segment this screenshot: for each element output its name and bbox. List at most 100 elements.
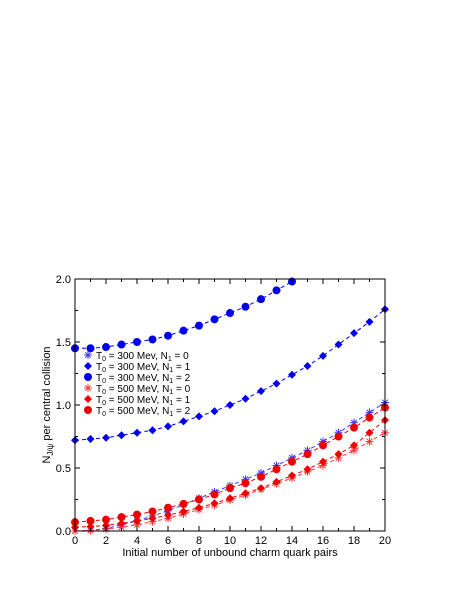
data-point <box>133 338 141 346</box>
data-point <box>303 465 312 474</box>
y-axis-title-sub: J/ψ <box>46 443 55 455</box>
legend-marker <box>84 384 92 392</box>
x-tick-label: 18 <box>348 535 360 547</box>
legend-label-part: = 1 <box>173 362 190 373</box>
data-point <box>86 435 95 444</box>
y-axis-title-rest: per central collision <box>41 346 53 443</box>
legend-label-part: = 1 <box>173 395 190 406</box>
data-point <box>164 511 172 520</box>
data-point <box>179 499 188 508</box>
series-2 <box>71 277 296 353</box>
legend-item: T0 = 500 MeV, N1 = 0 <box>84 384 191 396</box>
data-point <box>334 340 343 349</box>
data-point <box>195 412 203 421</box>
data-point <box>117 513 126 522</box>
data-point <box>133 428 141 437</box>
data-point <box>303 361 312 370</box>
legend-label-part: = 0 <box>172 351 189 362</box>
legend-label-part: = 500 MeV, N <box>106 395 169 406</box>
data-point <box>241 394 250 403</box>
legend-label: T0 = 300 MeV, N1 = 2 <box>96 373 191 385</box>
data-point <box>272 286 281 295</box>
data-point <box>102 521 110 530</box>
data-point <box>102 515 110 524</box>
data-point <box>350 423 358 432</box>
y-axis-title-main: N <box>41 456 53 464</box>
series-line <box>74 308 386 441</box>
data-point <box>257 295 265 304</box>
y-tick-label: 1.5 <box>56 337 71 349</box>
data-point <box>288 471 296 480</box>
data-point <box>257 484 265 493</box>
legend-label-part: = 300 MeV, N <box>106 373 169 384</box>
legend-label-part: 0 <box>102 356 106 363</box>
y-tick-label: 2.0 <box>56 274 71 286</box>
x-tick-label: 16 <box>317 535 329 547</box>
legend-label-part: = 300 MeV, N <box>106 362 169 373</box>
series-line <box>75 281 293 349</box>
data-point <box>195 321 203 330</box>
data-point <box>164 331 172 340</box>
data-point <box>226 494 234 503</box>
data-point <box>195 503 203 512</box>
data-point <box>288 370 296 379</box>
data-point <box>133 516 141 525</box>
data-point <box>272 465 281 474</box>
data-point <box>288 457 296 466</box>
series-5 <box>71 403 389 527</box>
data-point <box>334 450 343 459</box>
data-point <box>365 413 374 422</box>
data-point <box>210 407 219 416</box>
data-point <box>86 522 95 531</box>
legend-label-part: 0 <box>102 367 106 374</box>
y-axis-title: NJ/ψ per central collision <box>41 346 55 463</box>
legend-item: T0 = 300 Mev, N1 = 0 <box>84 351 189 363</box>
series-line <box>74 419 386 528</box>
data-point <box>117 340 126 349</box>
legend-label-part: 0 <box>102 400 106 407</box>
data-point <box>210 490 219 499</box>
x-tick-label: 20 <box>379 535 391 547</box>
data-point <box>210 499 219 508</box>
series-4 <box>71 416 389 532</box>
legend-label-part: 0 <box>102 378 106 385</box>
data-point <box>102 343 110 352</box>
legend-item: T0 = 300 MeV, N1 = 1 <box>84 362 191 374</box>
data-point <box>241 479 250 488</box>
legend-label-part: 1 <box>169 400 173 407</box>
data-point <box>365 317 374 326</box>
legend-label: T0 = 300 Mev, N1 = 0 <box>96 351 189 363</box>
legend-label: T0 = 500 MeV, N1 = 2 <box>96 406 191 418</box>
legend-item: T0 = 300 MeV, N1 = 2 <box>84 373 191 385</box>
data-point <box>319 457 327 466</box>
data-point <box>257 472 265 481</box>
legend-marker <box>84 406 92 414</box>
legend-label-part: = 2 <box>173 373 190 384</box>
data-point <box>210 315 219 324</box>
legend-label: T0 = 500 MeV, N1 = 1 <box>96 395 191 407</box>
legend-label-part: = 0 <box>173 384 190 395</box>
data-point <box>179 326 188 335</box>
data-point <box>303 450 312 459</box>
data-point <box>148 514 157 523</box>
series-1 <box>71 305 389 445</box>
x-axis: 0 2 4 6 8 10 12 14 16 18 20 <box>72 279 391 547</box>
legend-label-part: 1 <box>169 411 173 418</box>
series-line <box>74 432 386 532</box>
data-point <box>226 401 234 409</box>
series-line <box>74 407 386 523</box>
data-point <box>148 335 157 344</box>
data-point <box>365 428 374 437</box>
legend-label-part: T <box>96 351 102 362</box>
plot-content <box>71 277 389 535</box>
data-point <box>350 329 358 338</box>
y-tick-label: 0.5 <box>56 463 71 475</box>
y-axis: 0.0 0.5 1.0 1.5 2.0 <box>56 274 385 538</box>
data-point <box>86 516 95 525</box>
legend-label-part: 1 <box>169 389 173 396</box>
legend-label-part: = 300 Mev, N <box>106 351 168 362</box>
legend-label-part: T <box>96 395 102 406</box>
x-tick-label: 6 <box>165 535 171 547</box>
data-point <box>117 519 126 528</box>
data-point <box>102 433 110 442</box>
